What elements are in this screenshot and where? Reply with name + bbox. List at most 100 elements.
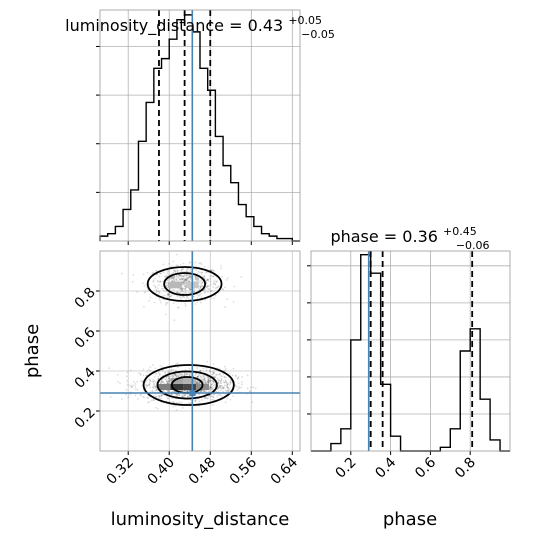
scatter-point [164, 275, 166, 278]
scatter-point [175, 277, 178, 280]
scatter-point [156, 279, 159, 282]
scatter-point [178, 291, 181, 294]
scatter-point [197, 405, 200, 407]
scatter-point [150, 399, 153, 402]
scatter-point [189, 275, 191, 278]
scatter-point [228, 383, 231, 386]
scatter-point [153, 375, 156, 378]
scatter-point [145, 384, 147, 387]
scatter-point [187, 390, 190, 392]
scatter-point [179, 274, 182, 277]
scatter-point [212, 372, 215, 375]
scatter-point [216, 388, 219, 391]
scatter-point [208, 395, 211, 397]
scatter-point [161, 393, 164, 396]
scatter-point [170, 277, 173, 279]
scatter-point [208, 369, 211, 371]
phase-histogram-panel: 0.2 0.4 0.6 0.8 phase = 0.36 +0.45 −0.06 [307, 225, 511, 482]
scatter-point [179, 373, 182, 376]
scatter-point [217, 393, 220, 396]
scatter-point [207, 279, 210, 282]
scatter-point [149, 379, 152, 382]
scatter-point [200, 286, 202, 289]
scatter-point [205, 282, 208, 285]
scatter-point [166, 375, 169, 378]
scatter-point [205, 382, 207, 384]
scatter-point [154, 395, 157, 398]
scatter-point [163, 289, 166, 292]
scatter-point [216, 387, 219, 390]
scatter-point [213, 372, 216, 375]
scatter-point [169, 277, 172, 280]
scatter-point [209, 290, 212, 292]
scatter-point [161, 366, 163, 368]
scatter-point [222, 380, 225, 382]
scatter-point [212, 283, 215, 285]
scatter-point [179, 291, 182, 293]
scatter-point [152, 399, 155, 402]
scatter-point [185, 298, 188, 301]
scatter-point [165, 302, 168, 304]
scatter-point [176, 395, 179, 398]
scatter-point [246, 374, 249, 377]
scatter-point [177, 291, 180, 294]
scatter-point [210, 384, 213, 387]
luminosity-distance-title-sup: +0.05 [288, 14, 322, 27]
scatter-point [189, 288, 192, 291]
scatter-point [173, 280, 176, 283]
scatter-point [226, 382, 229, 385]
scatter-point [185, 279, 188, 282]
scatter-point [149, 366, 152, 368]
scatter-point [172, 405, 174, 408]
scatter-point [194, 303, 197, 306]
scatter-point [161, 379, 163, 382]
scatter-point [206, 397, 209, 400]
scatter-point [157, 377, 160, 380]
scatter-point [201, 284, 204, 287]
scatter-point [159, 395, 162, 397]
scatter-point [184, 285, 187, 288]
scatter-point [220, 385, 223, 387]
scatter-point [175, 275, 178, 278]
scatter-point [202, 367, 205, 370]
scatter-point [181, 267, 184, 270]
scatter-point [153, 301, 156, 304]
phase-title-sub: −0.06 [456, 239, 490, 252]
scatter-point [207, 382, 210, 385]
scatter-point [219, 373, 221, 375]
scatter-point [124, 393, 127, 396]
scatter-point [213, 384, 216, 386]
scatter-point [206, 278, 209, 281]
scatter-point [203, 376, 205, 379]
scatter-point [218, 378, 220, 381]
scatter-point [154, 367, 157, 370]
scatter-point [207, 381, 209, 384]
scatter-point [234, 374, 237, 377]
scatter-xtick-label: 0.64 [268, 454, 301, 487]
scatter-point [180, 270, 183, 272]
scatter-point [158, 280, 161, 283]
scatter-point [211, 404, 214, 406]
scatter-ytick-label: 0.6 [72, 325, 99, 352]
scatter-point [168, 390, 170, 393]
scatter-point [154, 285, 157, 288]
scatter-point [159, 364, 162, 367]
scatter-point [198, 381, 200, 384]
scatter-point [158, 370, 161, 373]
scatter-point [249, 390, 252, 393]
scatter-point [183, 280, 186, 283]
scatter-point [176, 375, 179, 378]
scatter-point [159, 301, 162, 304]
scatter-point [207, 379, 210, 382]
scatter-point [210, 387, 213, 389]
luminosity-distance-hist-ticks [96, 45, 293, 245]
scatter-point [210, 296, 213, 299]
scatter-point [205, 271, 208, 274]
scatter-point [159, 272, 162, 275]
scatter-point [212, 281, 215, 284]
scatter-point [156, 280, 159, 283]
scatter-point [162, 390, 165, 392]
scatter-point [196, 296, 199, 299]
scatter-point [196, 278, 199, 280]
scatter-point [187, 280, 190, 283]
